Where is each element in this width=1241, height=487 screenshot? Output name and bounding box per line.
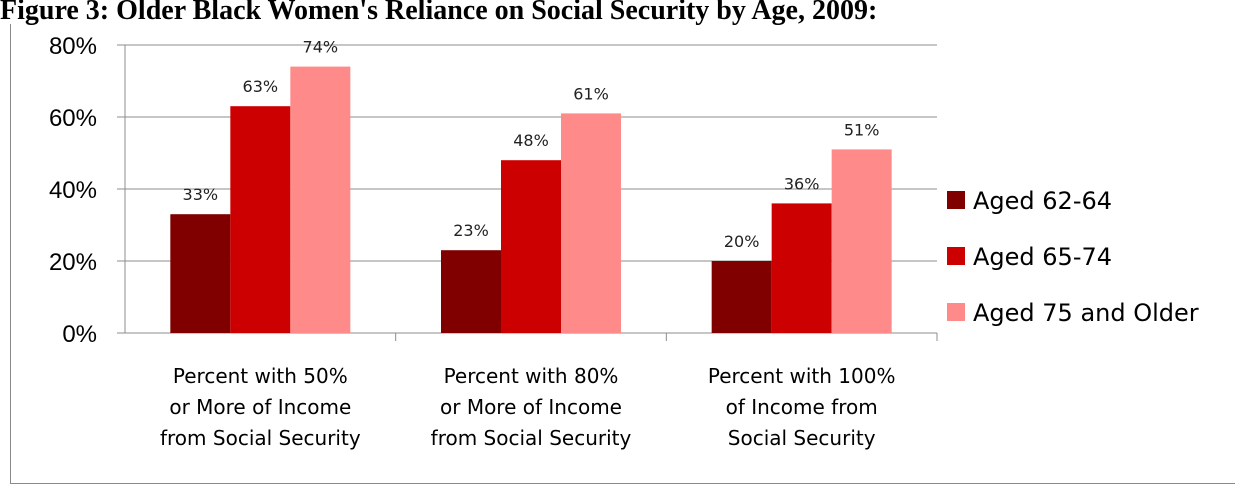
y-tick-label: 20% [49, 249, 97, 276]
data-label: 74% [303, 38, 339, 57]
bar [831, 149, 892, 333]
chart-title: Figure 3: Older Black Women's Reliance o… [0, 0, 878, 26]
data-label: 20% [724, 232, 760, 251]
bar [771, 203, 832, 333]
legend-swatch [947, 303, 965, 321]
legend-label: Aged 62-64 [973, 187, 1112, 215]
category-label: Percent with 80% [444, 364, 619, 388]
legend-swatch [947, 191, 965, 209]
category-label: Percent with 100% [708, 364, 896, 388]
bar [290, 66, 351, 333]
category-label: Social Security [728, 426, 876, 450]
legend-swatch [947, 247, 965, 265]
bar [561, 113, 621, 334]
chart-frame [10, 24, 1235, 484]
bar [501, 160, 561, 333]
y-tick-label: 40% [49, 177, 97, 204]
y-tick-label: 0% [62, 321, 97, 348]
data-label: 36% [784, 174, 820, 193]
data-label: 33% [183, 185, 219, 204]
category-label: or More of Income [169, 395, 351, 419]
bar [230, 106, 291, 333]
data-label: 23% [453, 221, 489, 240]
data-label: 63% [243, 77, 279, 96]
legend-label: Aged 75 and Older [973, 299, 1199, 327]
data-label: 51% [844, 120, 880, 139]
data-label: 61% [573, 84, 609, 103]
category-label: Percent with 50% [173, 364, 348, 388]
category-label: from Social Security [431, 426, 632, 450]
y-tick-label: 80% [49, 33, 97, 60]
legend-label: Aged 65-74 [973, 243, 1112, 271]
data-label: 48% [513, 131, 549, 150]
category-label: or More of Income [440, 395, 622, 419]
bar [170, 214, 231, 333]
category-label: of Income from [726, 395, 878, 419]
bar [441, 250, 501, 333]
y-tick-label: 60% [49, 105, 97, 132]
bar [711, 261, 772, 333]
category-label: from Social Security [160, 426, 361, 450]
